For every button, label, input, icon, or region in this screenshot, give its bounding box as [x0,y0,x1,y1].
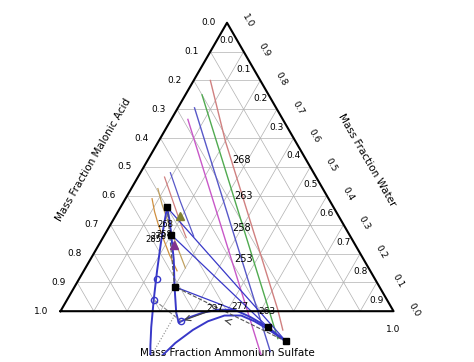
Text: 0.2: 0.2 [374,243,389,260]
Text: 0.9: 0.9 [51,278,65,287]
Text: 0.1: 0.1 [184,47,199,56]
Text: Mass Fraction Ammonium Sulfate: Mass Fraction Ammonium Sulfate [140,348,314,358]
Text: 0.6: 0.6 [101,191,116,200]
Text: 0.0: 0.0 [220,36,234,45]
Text: 0.4: 0.4 [340,186,355,203]
Text: 263: 263 [235,191,253,201]
Text: 0.7: 0.7 [337,238,351,247]
Text: 0.4: 0.4 [135,134,149,143]
Text: 0.2: 0.2 [253,94,267,103]
Text: 0.2: 0.2 [168,76,182,85]
Text: 278: 278 [151,232,167,241]
Text: 0.1: 0.1 [237,65,251,74]
Text: 263: 263 [258,307,275,316]
Text: 253: 253 [234,254,253,264]
Text: 0.6: 0.6 [320,209,334,218]
Text: Mass Fraction Water: Mass Fraction Water [336,112,398,209]
Text: 285: 285 [146,235,162,244]
Text: 0.7: 0.7 [290,99,305,116]
Text: 0.6: 0.6 [307,128,322,145]
Text: 0.8: 0.8 [273,70,289,87]
Text: 297: 297 [207,304,224,313]
Text: 277: 277 [231,302,248,311]
Text: 1.0: 1.0 [240,13,255,30]
Text: 0.3: 0.3 [357,215,372,231]
Text: 0.5: 0.5 [324,157,338,174]
Text: 0.9: 0.9 [257,42,272,58]
Text: 268: 268 [157,220,173,229]
Text: 0.8: 0.8 [353,267,367,276]
Text: 0.5: 0.5 [303,180,318,189]
Text: Mass Fraction Malonic Acid: Mass Fraction Malonic Acid [55,97,133,223]
Text: 0.9: 0.9 [370,296,384,305]
Text: 0.8: 0.8 [68,249,82,258]
Text: 0.3: 0.3 [151,105,165,114]
Text: 0.1: 0.1 [390,272,405,289]
Text: 0.7: 0.7 [84,220,99,229]
Text: 0.5: 0.5 [118,163,132,172]
Text: 258: 258 [156,230,173,239]
Text: 1.0: 1.0 [35,307,49,316]
Text: 0.0: 0.0 [407,301,422,318]
Text: 0.3: 0.3 [270,123,284,132]
Text: 258: 258 [233,223,251,232]
Text: 1.0: 1.0 [386,324,401,333]
Text: 0.0: 0.0 [201,18,215,27]
Text: 268: 268 [232,155,250,165]
Text: 0.4: 0.4 [286,151,301,160]
